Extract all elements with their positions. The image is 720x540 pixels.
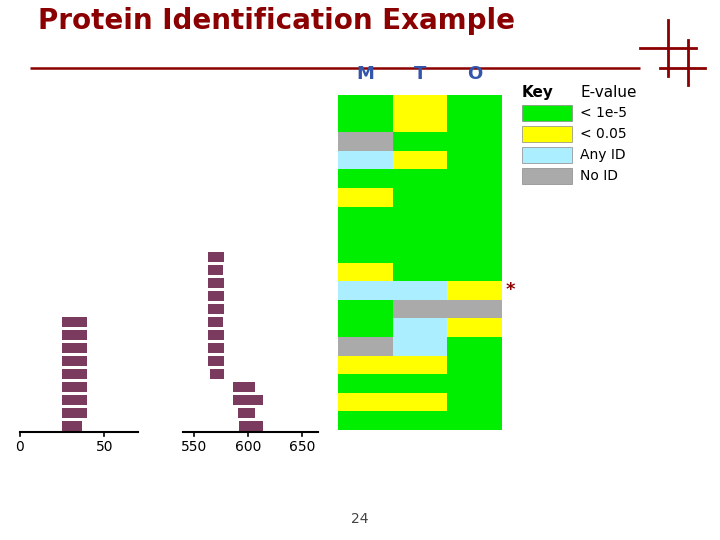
Bar <box>447 319 502 337</box>
Bar <box>392 170 447 188</box>
Bar <box>338 374 392 393</box>
Bar <box>392 151 447 170</box>
Bar <box>62 382 87 392</box>
Text: 50: 50 <box>96 440 113 454</box>
Bar <box>392 393 447 411</box>
Bar <box>392 355 447 374</box>
Bar <box>233 382 256 392</box>
Text: 600: 600 <box>235 440 261 454</box>
Bar <box>338 319 392 337</box>
Text: T: T <box>414 65 426 83</box>
Bar <box>62 356 87 366</box>
Bar <box>208 278 224 288</box>
Bar <box>62 408 87 418</box>
Bar <box>62 395 87 405</box>
Bar <box>447 374 502 393</box>
Bar <box>338 188 392 207</box>
Bar <box>392 95 447 113</box>
Bar <box>62 369 87 379</box>
Bar <box>447 337 502 355</box>
Bar <box>392 207 447 225</box>
Bar <box>392 300 447 319</box>
Bar <box>392 262 447 281</box>
Bar <box>338 262 392 281</box>
Bar <box>208 291 224 301</box>
Bar <box>522 147 572 163</box>
Bar <box>208 265 223 275</box>
Text: 650: 650 <box>289 440 315 454</box>
Bar <box>62 330 87 340</box>
Bar <box>522 126 572 142</box>
Bar <box>338 225 392 244</box>
Bar <box>447 244 502 262</box>
Bar <box>62 343 87 353</box>
Bar <box>338 151 392 170</box>
Bar <box>392 113 447 132</box>
Bar <box>392 411 447 430</box>
Text: E-value: E-value <box>580 85 636 100</box>
Bar <box>447 188 502 207</box>
Bar <box>208 356 224 366</box>
Bar <box>392 244 447 262</box>
Bar <box>447 393 502 411</box>
Text: < 0.05: < 0.05 <box>580 127 626 141</box>
Bar <box>238 408 256 418</box>
Bar <box>62 421 82 431</box>
Bar <box>208 343 224 353</box>
Text: M: M <box>356 65 374 83</box>
Bar <box>522 168 572 184</box>
Bar <box>447 113 502 132</box>
Bar <box>210 369 224 379</box>
Text: 550: 550 <box>181 440 207 454</box>
Bar <box>447 132 502 151</box>
Text: Any ID: Any ID <box>580 148 626 162</box>
Bar <box>392 132 447 151</box>
Text: Key: Key <box>522 85 554 100</box>
Bar <box>338 337 392 355</box>
Bar <box>447 300 502 319</box>
Bar <box>338 132 392 151</box>
Text: No ID: No ID <box>580 169 618 183</box>
Bar <box>447 355 502 374</box>
Text: < 1e-5: < 1e-5 <box>580 106 627 120</box>
Bar <box>338 207 392 225</box>
Bar <box>338 244 392 262</box>
Bar <box>392 337 447 355</box>
Bar <box>392 281 447 300</box>
Bar <box>338 411 392 430</box>
Bar <box>522 105 572 121</box>
Text: *: * <box>506 281 516 299</box>
Bar <box>338 170 392 188</box>
Bar <box>208 252 224 262</box>
Bar <box>233 395 263 405</box>
Text: O: O <box>467 65 482 83</box>
Bar <box>447 262 502 281</box>
Bar <box>447 170 502 188</box>
Bar <box>62 317 87 327</box>
Bar <box>392 374 447 393</box>
Bar <box>447 151 502 170</box>
Text: 0: 0 <box>16 440 24 454</box>
Bar <box>208 304 224 314</box>
Bar <box>338 281 392 300</box>
Bar <box>208 330 224 340</box>
Bar <box>338 300 392 319</box>
Bar <box>239 421 263 431</box>
Bar <box>447 207 502 225</box>
Bar <box>338 355 392 374</box>
Bar <box>447 225 502 244</box>
Bar <box>338 95 392 113</box>
Bar <box>392 188 447 207</box>
Text: Protein Identification Example: Protein Identification Example <box>38 7 515 35</box>
Bar <box>447 281 502 300</box>
Bar <box>447 411 502 430</box>
Bar <box>338 393 392 411</box>
Bar <box>447 95 502 113</box>
Bar <box>208 317 223 327</box>
Bar <box>338 113 392 132</box>
Bar <box>392 319 447 337</box>
Bar <box>392 225 447 244</box>
Text: 24: 24 <box>351 512 369 526</box>
